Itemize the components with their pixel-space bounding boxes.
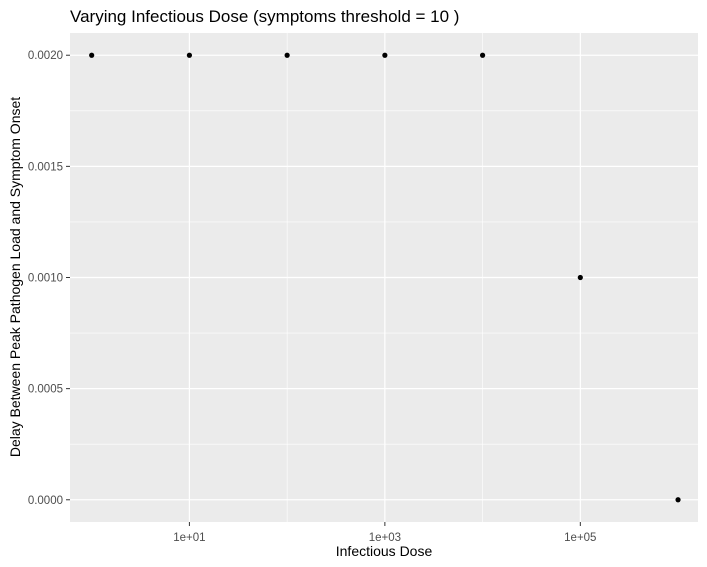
x-axis-title: Infectious Dose xyxy=(336,543,433,559)
tick-labels: 1e+01 1e+03 1e+05 0.0000 0.0005 0.0010 0.0015 0… xyxy=(28,50,597,544)
x-tick-label: 1e+01 xyxy=(173,532,205,544)
chart-title: Varying Infectious Dose (symptoms thresh… xyxy=(70,7,459,26)
data-point xyxy=(284,52,290,58)
y-axis-title: Delay Between Peak Pathogen Load and Sym… xyxy=(7,97,23,457)
y-tick-label: 0.0020 xyxy=(28,50,63,62)
x-tick-label: 1e+05 xyxy=(564,532,596,544)
data-point xyxy=(675,497,681,503)
axis-ticks xyxy=(66,54,581,526)
x-tick-label: 1e+03 xyxy=(369,532,401,544)
data-point xyxy=(382,52,388,58)
y-tick-label: 0.0010 xyxy=(28,273,63,285)
data-point xyxy=(89,52,95,58)
data-point xyxy=(577,274,583,281)
y-tick-label: 0.0005 xyxy=(28,384,63,396)
data-point xyxy=(186,52,193,58)
data-point xyxy=(479,52,486,58)
y-tick-label: 0.0015 xyxy=(28,161,63,173)
y-tick-label: 0.0000 xyxy=(28,495,63,507)
data-points xyxy=(89,52,681,503)
